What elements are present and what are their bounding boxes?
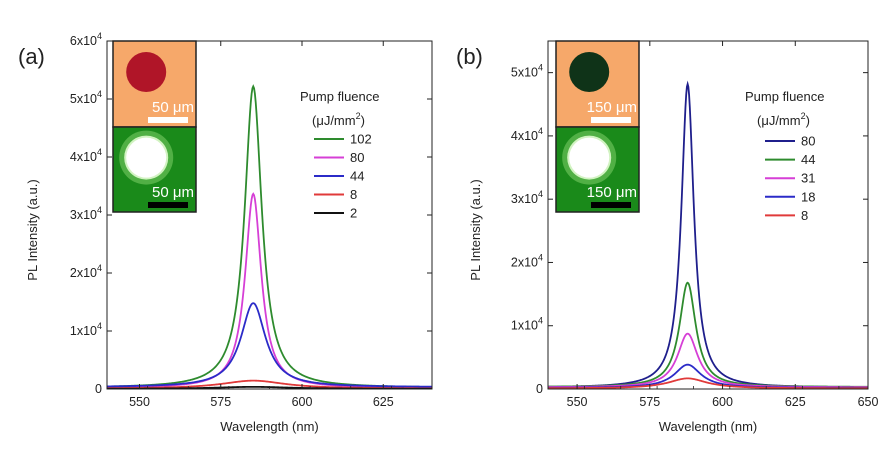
scale-bar: [148, 202, 188, 208]
scale-bar-label: 150 μm: [587, 184, 637, 201]
inset-image-brightfield: 150 μm: [555, 40, 640, 128]
legend-label-102: 102: [350, 132, 372, 147]
plot-area: [548, 80, 868, 389]
plot-area: [107, 84, 432, 389]
scale-bar: [591, 117, 631, 123]
plot-frame: [547, 40, 869, 390]
y-tick-exponent: 4: [97, 31, 102, 41]
inset-image-fluorescence: 150 μm: [555, 126, 640, 213]
y-tick-exponent: 4: [97, 321, 102, 331]
scale-bar: [148, 117, 188, 123]
series-line-8: [548, 377, 868, 389]
legend: Pump fluence (μJ/mm2) 102 80 44 8 2: [300, 89, 380, 221]
y-tick-exponent: 4: [538, 126, 543, 136]
x-tick-label: 575: [639, 395, 660, 409]
legend-label-18: 18: [801, 189, 815, 204]
sample-spot: [569, 137, 610, 178]
legend-label-2: 2: [350, 206, 357, 221]
inset-image-brightfield: 50 μm: [112, 40, 197, 128]
y-tick-label: 0: [536, 382, 543, 396]
y-tick-label: 2x104: [70, 263, 102, 280]
x-tick-label: 575: [210, 395, 231, 409]
x-axis-label: Wavelength (nm): [220, 419, 319, 434]
x-tick-label: 600: [292, 395, 313, 409]
y-tick-label: 5x104: [70, 89, 102, 106]
x-tick-label: 550: [567, 395, 588, 409]
scale-bar-label: 150 μm: [587, 99, 637, 116]
y-tick-label: 3x104: [70, 205, 102, 222]
y-tick-exponent: 4: [538, 63, 543, 73]
y-axis-label: PL Intensity (a.u.): [25, 179, 40, 280]
x-tick-label: 600: [712, 395, 733, 409]
legend-title-unit: (μJ/mm2): [312, 111, 365, 128]
chart-panel-b: 550 575 600 625 650 0 1x104 2x104 3x104 4x104 5x10…: [456, 40, 879, 434]
scale-bar-label: 50 μm: [152, 184, 194, 201]
x-tick-label: 650: [858, 395, 879, 409]
legend-label-80: 80: [350, 150, 364, 165]
inset-image-fluorescence: 50 μm: [112, 126, 197, 213]
x-tick-label: 625: [373, 395, 394, 409]
legend-title-unit: (μJ/mm2): [757, 111, 810, 128]
legend-title: Pump fluence: [745, 89, 825, 104]
y-tick-label: 0: [95, 382, 102, 396]
sample-spot: [569, 51, 610, 92]
y-tick-label: 6x104: [70, 31, 102, 48]
legend-label-8: 8: [801, 208, 808, 223]
x-axis-label: Wavelength (nm): [659, 419, 758, 434]
y-tick-exponent: 4: [97, 147, 102, 157]
y-tick-label: 4x104: [70, 147, 102, 164]
y-tick-label: 4x104: [511, 126, 543, 143]
legend-label-44: 44: [801, 152, 815, 167]
legend: Pump fluence (μJ/mm2) 80 44 31 18 8: [745, 89, 825, 223]
x-tick-label: 625: [785, 395, 806, 409]
legend-label-44: 44: [350, 169, 364, 184]
y-tick-label: 1x104: [70, 321, 102, 338]
y-tick-exponent: 4: [538, 316, 543, 326]
chart-panel-a: 550 575 600 625 0 1x104 2x104 3x104 4x104 5x104 6x…: [18, 31, 433, 434]
y-tick-label: 2x104: [511, 252, 543, 269]
y-tick-exponent: 4: [97, 263, 102, 273]
y-tick-label: 5x104: [511, 63, 543, 80]
x-tick-label: 550: [129, 395, 150, 409]
legend-title: Pump fluence: [300, 89, 380, 104]
y-tick-exponent: 4: [538, 189, 543, 199]
y-tick-label: 3x104: [511, 189, 543, 206]
scale-bar: [591, 202, 631, 208]
y-tick-label: 1x104: [511, 316, 543, 333]
panel-label: (b): [456, 44, 483, 69]
scale-bar-label: 50 μm: [152, 99, 194, 116]
y-tick-exponent: 4: [97, 205, 102, 215]
y-axis-label: PL Intensity (a.u.): [468, 179, 483, 280]
series-line-44: [107, 302, 432, 388]
y-tick-exponent: 4: [538, 252, 543, 262]
y-tick-exponent: 4: [97, 89, 102, 99]
legend-label-80: 80: [801, 134, 815, 149]
panel-label: (a): [18, 44, 45, 69]
sample-spot: [126, 51, 167, 92]
legend-label-8: 8: [350, 187, 357, 202]
legend-label-31: 31: [801, 171, 815, 186]
sample-spot: [126, 137, 167, 178]
